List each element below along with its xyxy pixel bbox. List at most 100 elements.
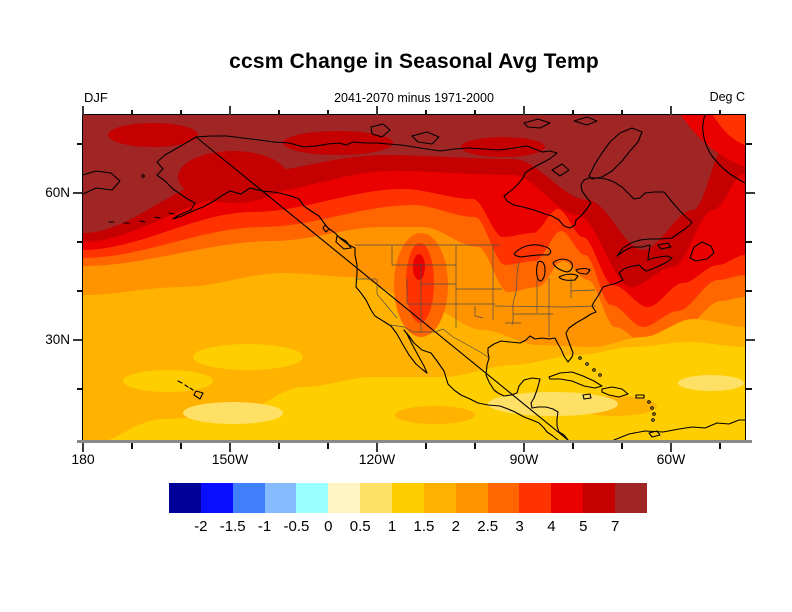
minor-tick <box>425 109 427 115</box>
colorbar-tick-label: 0 <box>324 518 333 535</box>
island-dot <box>578 356 582 360</box>
coastline <box>322 224 330 233</box>
colorbar-cell <box>487 483 520 513</box>
x-tick-label: 60W <box>656 451 686 467</box>
minor-tick <box>327 109 329 115</box>
minor-tick <box>76 290 82 292</box>
minor-tick <box>719 109 721 115</box>
coastline <box>513 244 552 258</box>
minor-tick <box>327 443 329 449</box>
colorbar-tick-label: 2.5 <box>477 518 499 535</box>
state-border <box>474 306 484 319</box>
coastline <box>657 242 672 250</box>
major-tick <box>523 443 525 452</box>
coastline <box>635 394 645 399</box>
coastline <box>83 170 121 195</box>
island-dot <box>647 400 651 404</box>
major-tick <box>73 339 82 341</box>
coastline <box>588 127 643 180</box>
x-tick-label: 90W <box>509 451 539 467</box>
contour-patch <box>395 406 475 424</box>
island-dot <box>141 174 145 178</box>
minor-tick <box>76 143 82 145</box>
colorbar-tick-label: 1.5 <box>413 518 435 535</box>
major-tick <box>229 443 231 452</box>
colorbar-tick-label: -2 <box>194 518 208 535</box>
major-tick <box>746 192 755 194</box>
colorbar-tick-label: -0.5 <box>283 518 310 535</box>
minor-tick <box>131 109 133 115</box>
coastline <box>613 419 745 440</box>
coastline <box>411 131 440 145</box>
coastline <box>551 163 570 177</box>
colorbar-cell <box>296 483 329 513</box>
contour-patch <box>178 151 288 203</box>
plot-title: ccsm Change in Seasonal Avg Temp <box>229 50 599 73</box>
contour-patch <box>183 402 283 424</box>
state-border <box>564 305 597 308</box>
subtitle: 2041-2070 minus 1971-2000 <box>334 91 494 105</box>
coastline <box>335 235 352 250</box>
coastline <box>548 371 603 389</box>
minor-tick <box>474 443 476 449</box>
colorbar-tick-label: 5 <box>579 518 588 535</box>
colorbar-tick-label: 3 <box>515 518 524 535</box>
major-tick <box>73 192 82 194</box>
coastline <box>536 260 546 282</box>
major-tick <box>82 443 84 452</box>
coastline <box>601 386 629 398</box>
state-border <box>494 305 566 308</box>
contour-patch <box>413 254 425 280</box>
minor-tick <box>180 109 182 115</box>
coastline <box>523 118 551 129</box>
coastline <box>558 273 579 281</box>
major-tick <box>523 106 525 115</box>
minor-tick <box>746 143 752 145</box>
minor-tick <box>278 109 280 115</box>
coastline <box>108 212 175 224</box>
minor-tick <box>621 109 623 115</box>
colorbar-cell <box>360 483 393 513</box>
major-tick <box>670 443 672 452</box>
state-border <box>511 261 520 326</box>
coastline <box>648 430 661 438</box>
x-tick-label: 180 <box>71 451 95 467</box>
contour-patch <box>193 344 303 370</box>
contour-patch <box>461 137 545 157</box>
colorbar-cell <box>232 483 265 513</box>
minor-tick <box>131 443 133 449</box>
major-tick <box>376 443 378 452</box>
coastline <box>689 241 715 262</box>
colorbar-cell <box>200 483 233 513</box>
contour-patch <box>488 392 618 416</box>
colorbar-cell <box>455 483 488 513</box>
minor-tick <box>278 443 280 449</box>
major-tick <box>746 339 755 341</box>
colorbar-cell <box>551 483 584 513</box>
colorbar <box>169 483 647 513</box>
season-label: DJF <box>84 90 108 105</box>
colorbar-cell <box>423 483 456 513</box>
colorbar-tick-label: 4 <box>547 518 556 535</box>
colorbar-cell <box>615 483 647 513</box>
minor-tick <box>572 443 574 449</box>
units-label: Deg C <box>709 90 745 104</box>
colorbar-cell <box>264 483 297 513</box>
island-dot <box>598 373 602 377</box>
minor-tick <box>425 443 427 449</box>
y-tick-label: 30N <box>45 332 70 347</box>
contour-patch <box>406 243 434 323</box>
minor-tick <box>76 241 82 243</box>
coastline <box>575 267 591 275</box>
coastline <box>370 123 391 138</box>
x-tick-label: 150W <box>211 451 249 467</box>
minor-tick <box>746 241 752 243</box>
colorbar-cell <box>519 483 552 513</box>
island-dot <box>651 418 655 422</box>
state-border <box>390 324 490 359</box>
colorbar-cell <box>169 483 201 513</box>
island-dot <box>650 406 654 410</box>
contour-patch <box>678 375 744 391</box>
minor-tick <box>746 388 752 390</box>
